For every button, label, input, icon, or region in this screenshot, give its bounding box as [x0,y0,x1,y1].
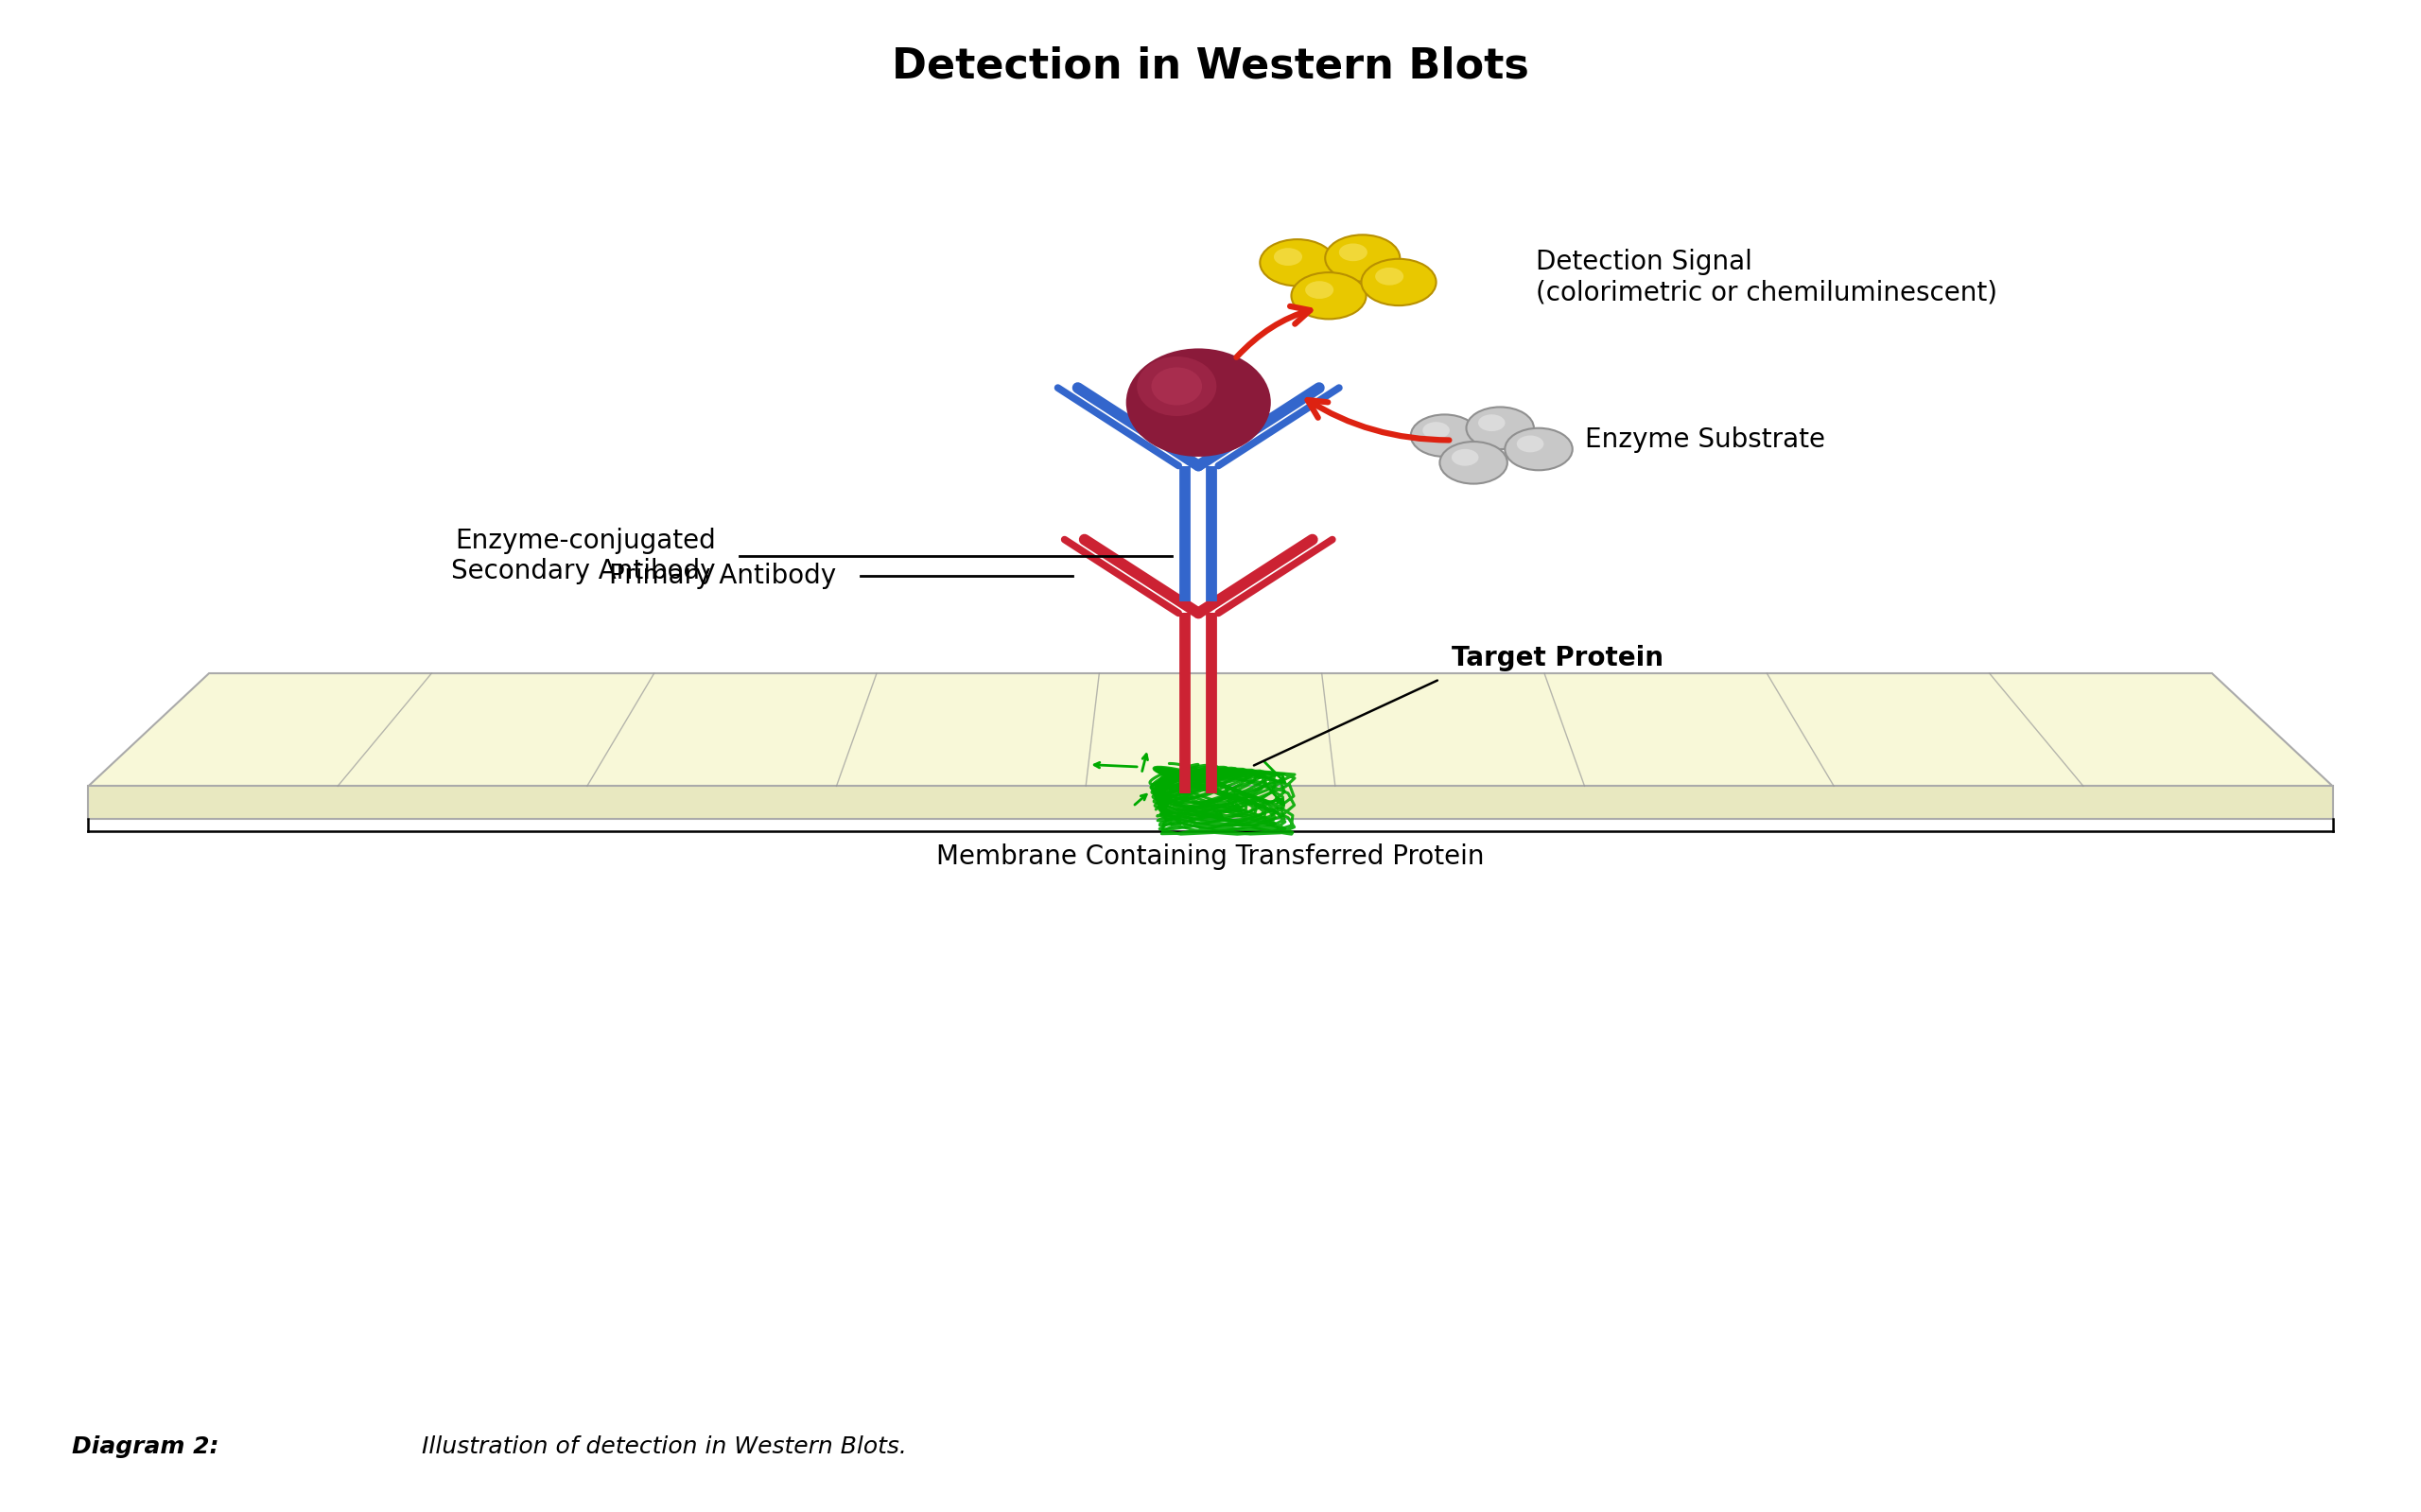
Circle shape [1259,239,1334,286]
Text: Enzyme Substrate: Enzyme Substrate [1583,426,1825,454]
Text: Target Protein: Target Protein [1453,646,1663,671]
Polygon shape [90,673,2331,786]
Circle shape [1324,234,1399,281]
Ellipse shape [1138,357,1215,416]
Text: Diagram 2:: Diagram 2: [73,1436,218,1459]
Text: Detection Signal
(colorimetric or chemiluminescent): Detection Signal (colorimetric or chemil… [1537,249,1997,307]
Circle shape [1361,259,1436,305]
Text: Detection in Western Blots: Detection in Western Blots [891,45,1530,86]
Circle shape [1440,442,1508,484]
Circle shape [1424,422,1450,438]
Ellipse shape [1126,348,1271,457]
Circle shape [1339,243,1368,262]
Circle shape [1375,268,1404,286]
Circle shape [1479,414,1506,431]
Circle shape [1467,407,1535,449]
Circle shape [1290,272,1365,319]
Polygon shape [90,786,2331,820]
Circle shape [1506,428,1574,470]
Circle shape [1273,248,1302,266]
Ellipse shape [1152,367,1203,405]
Text: Enzyme-conjugated
Secondary Antibody: Enzyme-conjugated Secondary Antibody [450,528,717,585]
Circle shape [1516,435,1545,452]
Text: Primary Antibody: Primary Antibody [610,562,838,590]
Circle shape [1411,414,1479,457]
Text: Membrane Containing Transferred Protein: Membrane Containing Transferred Protein [937,844,1484,869]
Text: Illustration of detection in Western Blots.: Illustration of detection in Western Blo… [414,1436,908,1459]
Circle shape [1453,449,1479,466]
Circle shape [1305,281,1334,299]
